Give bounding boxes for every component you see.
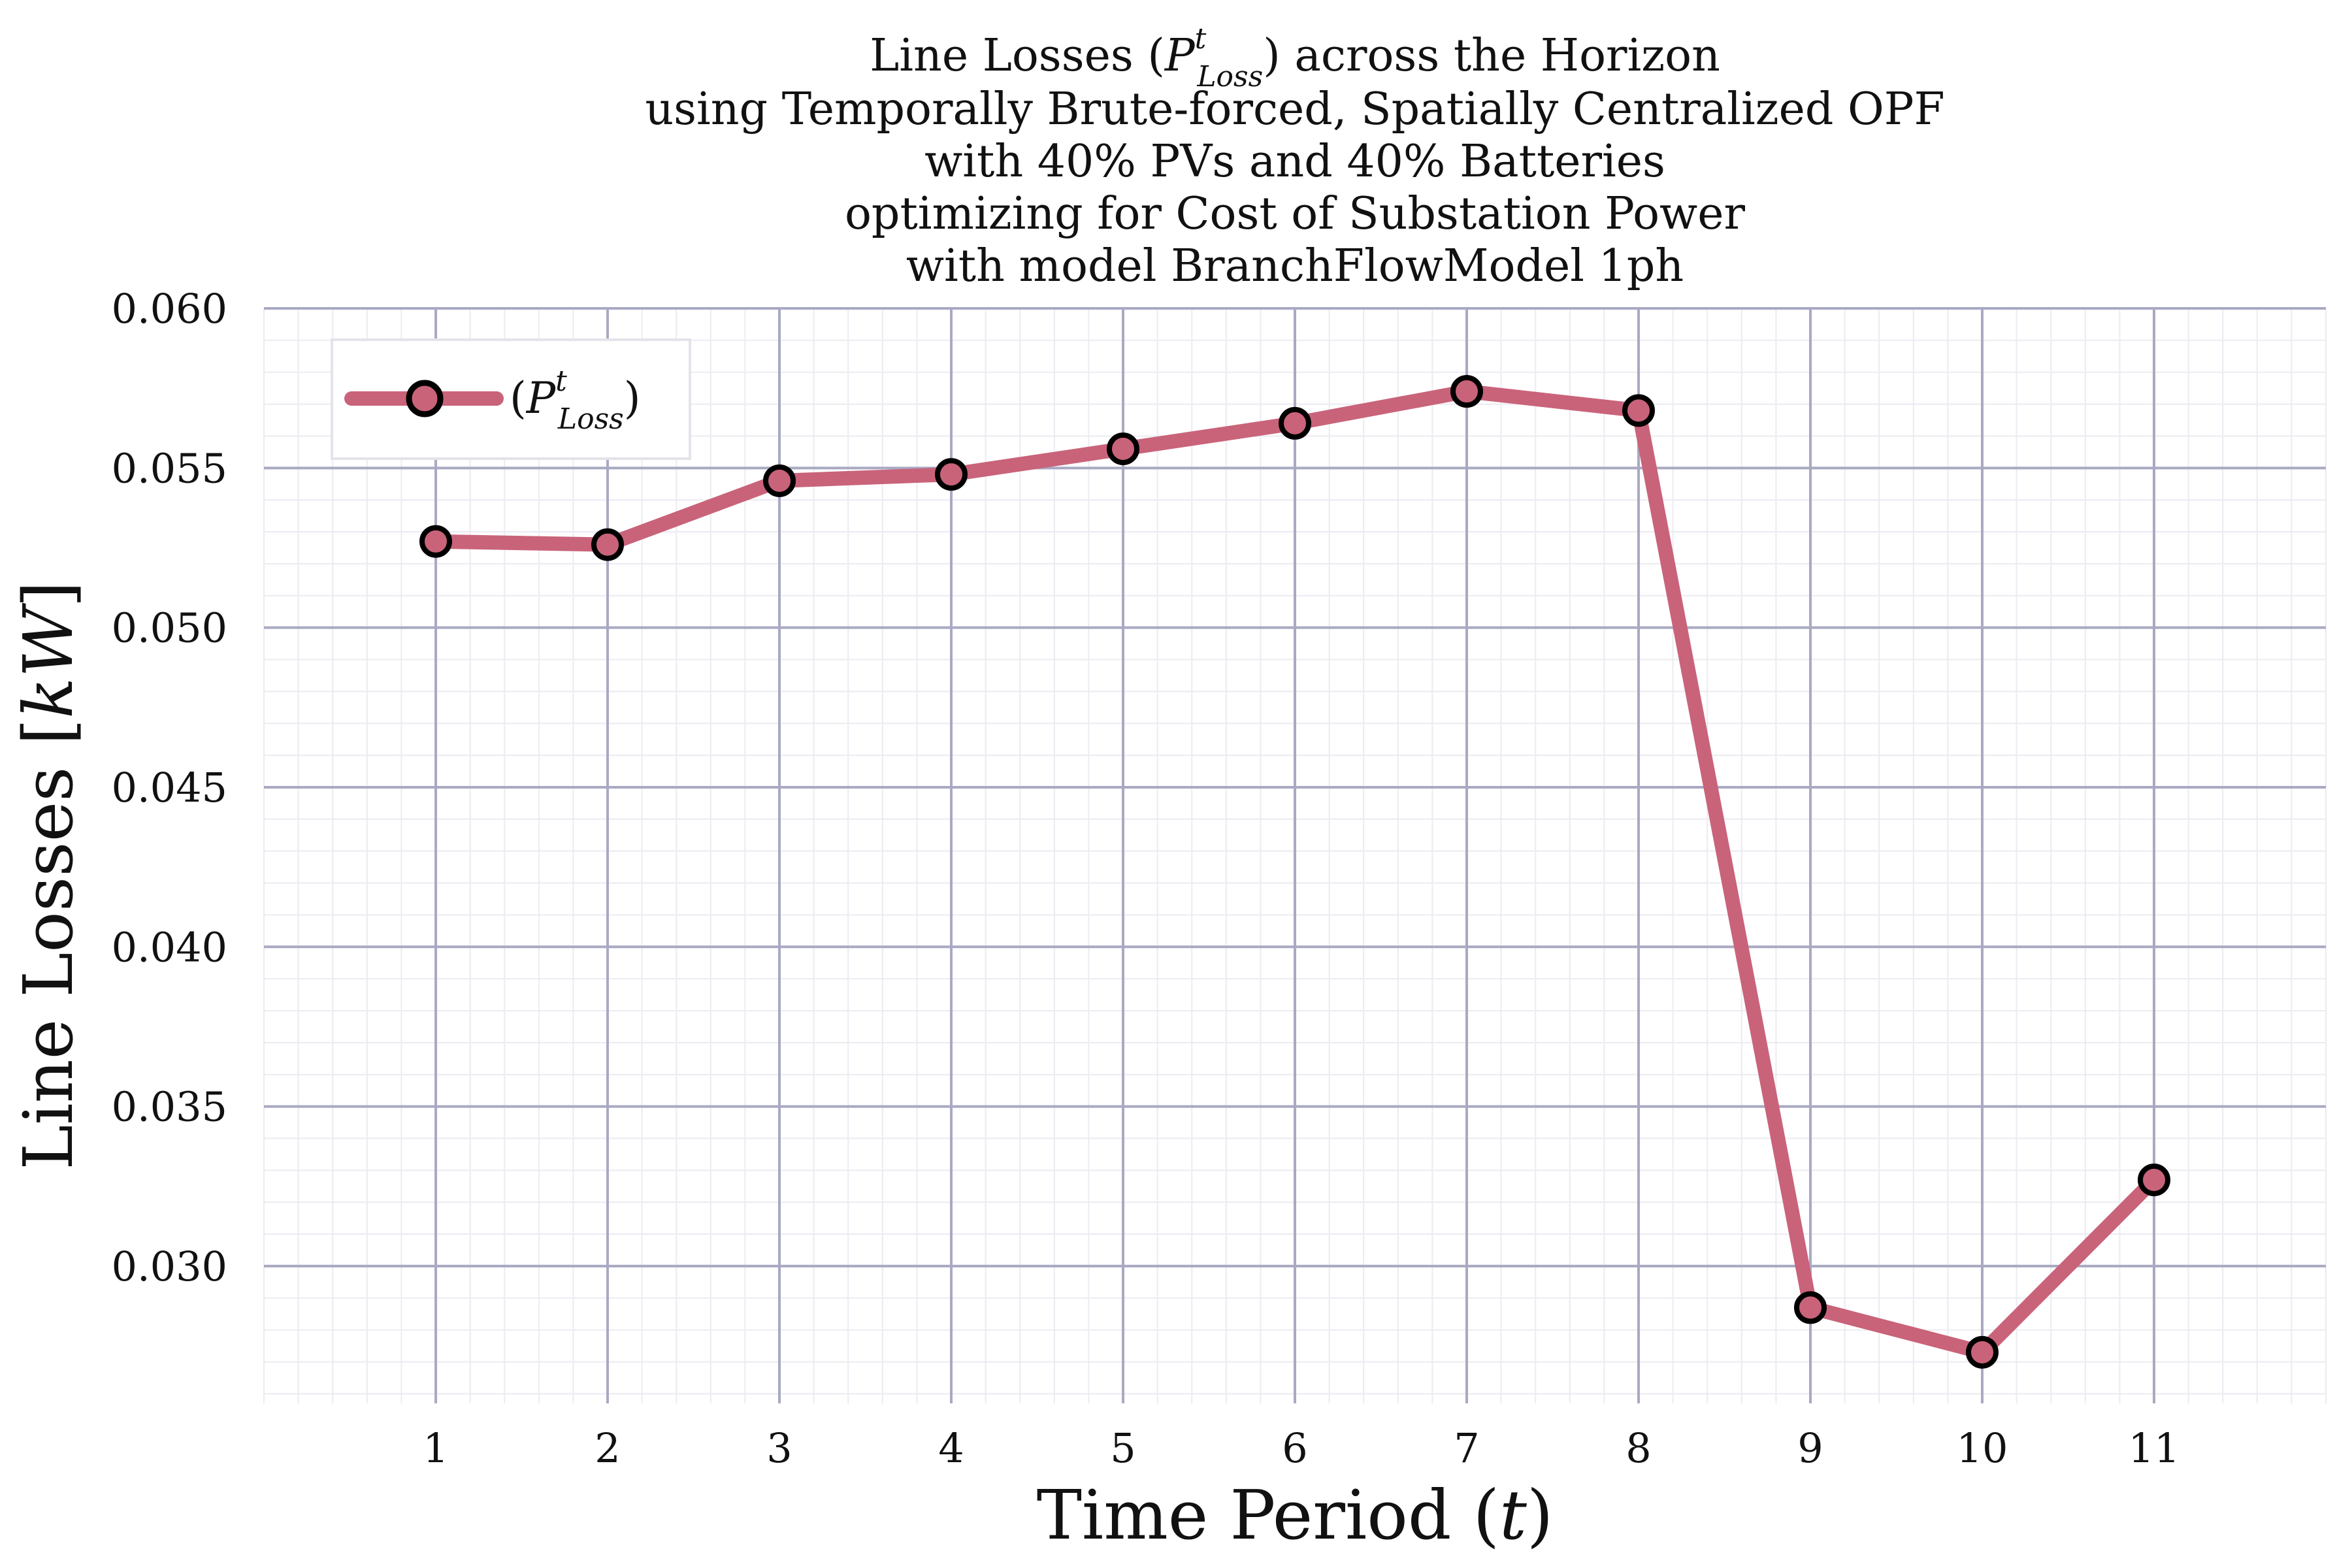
y-tick-label: 0.045 <box>112 764 228 811</box>
y-axis-label-unit: kW <box>8 603 88 719</box>
y-tick-label: 0.055 <box>112 444 228 492</box>
title-symbol-t: t <box>1195 22 1207 56</box>
title-line-1-suffix: ) across the Horizon <box>1263 30 1720 82</box>
chart-title: Line Losses (Pt Loss) across the Horizon … <box>645 22 1944 292</box>
legend-label-open: ( <box>510 373 527 423</box>
data-point <box>1107 432 1139 465</box>
x-tick-label: 10 <box>1957 1424 2008 1472</box>
legend-symbol-loss: Loss <box>557 402 624 436</box>
legend-marker <box>406 380 444 417</box>
x-tick-label: 4 <box>938 1424 964 1472</box>
title-line-1: Line Losses (Pt Loss) across the Horizon <box>870 22 1720 93</box>
data-point <box>419 525 452 558</box>
data-point <box>763 464 796 497</box>
x-tick-label: 6 <box>1282 1424 1307 1472</box>
data-point <box>1794 1291 1827 1324</box>
x-tick-label: 2 <box>595 1424 620 1472</box>
title-line-4: optimizing for Cost of Substation Power <box>845 188 1746 240</box>
x-axis-label-close: ) <box>1527 1475 1554 1555</box>
y-tick-label: 0.040 <box>112 923 228 971</box>
data-point <box>1966 1335 1999 1369</box>
data-point <box>1279 406 1311 440</box>
tick-labels: 0.030 0.035 0.040 0.045 0.050 0.055 0.060 1 2 3 4 5… <box>112 285 2180 1472</box>
y-axis-label-close: ] <box>8 581 88 608</box>
data-point <box>2138 1163 2170 1196</box>
title-symbol-p: P <box>1164 30 1196 82</box>
x-tick-label: 7 <box>1454 1424 1479 1472</box>
y-axis-label-text: Line Losses [ <box>8 719 88 1170</box>
legend-symbol-t: t <box>555 365 567 398</box>
legend-label-close: ) <box>624 373 641 423</box>
title-line-3: with 40% PVs and 40% Batteries <box>924 136 1665 188</box>
y-tick-label: 0.030 <box>112 1243 228 1290</box>
x-tick-label: 5 <box>1110 1424 1135 1472</box>
legend: (Pt Loss) <box>331 338 691 460</box>
x-tick-label: 11 <box>2129 1424 2180 1472</box>
y-tick-label: 0.050 <box>112 604 228 652</box>
y-tick-label: 0.035 <box>112 1083 228 1131</box>
data-point <box>591 528 624 561</box>
title-line-5: with model BranchFlowModel 1ph <box>906 240 1684 292</box>
major-grid <box>264 307 2326 1403</box>
data-point <box>1622 394 1655 427</box>
x-tick-label: 3 <box>766 1424 792 1472</box>
x-tick-label: 1 <box>423 1424 448 1472</box>
y-axis-label: Line Losses [kW] <box>8 581 88 1169</box>
x-axis-label-symbol: t <box>1499 1475 1527 1555</box>
data-point <box>935 458 968 491</box>
title-symbol-loss: Loss <box>1196 60 1263 93</box>
legend-label: (Pt Loss) <box>510 365 640 436</box>
data-point <box>1450 375 1483 408</box>
title-line-1-prefix: Line Losses ( <box>870 30 1165 82</box>
legend-symbol-p: P <box>526 373 557 423</box>
x-tick-label: 9 <box>1797 1424 1823 1472</box>
x-axis-label-text: Time Period ( <box>1037 1475 1500 1555</box>
x-tick-label: 8 <box>1625 1424 1651 1472</box>
series-layer <box>419 375 2170 1369</box>
title-line-2: using Temporally Brute-forced, Spatially… <box>645 84 1944 135</box>
y-tick-label: 0.060 <box>112 285 228 333</box>
x-axis-label: Time Period (t) <box>1037 1475 1554 1555</box>
